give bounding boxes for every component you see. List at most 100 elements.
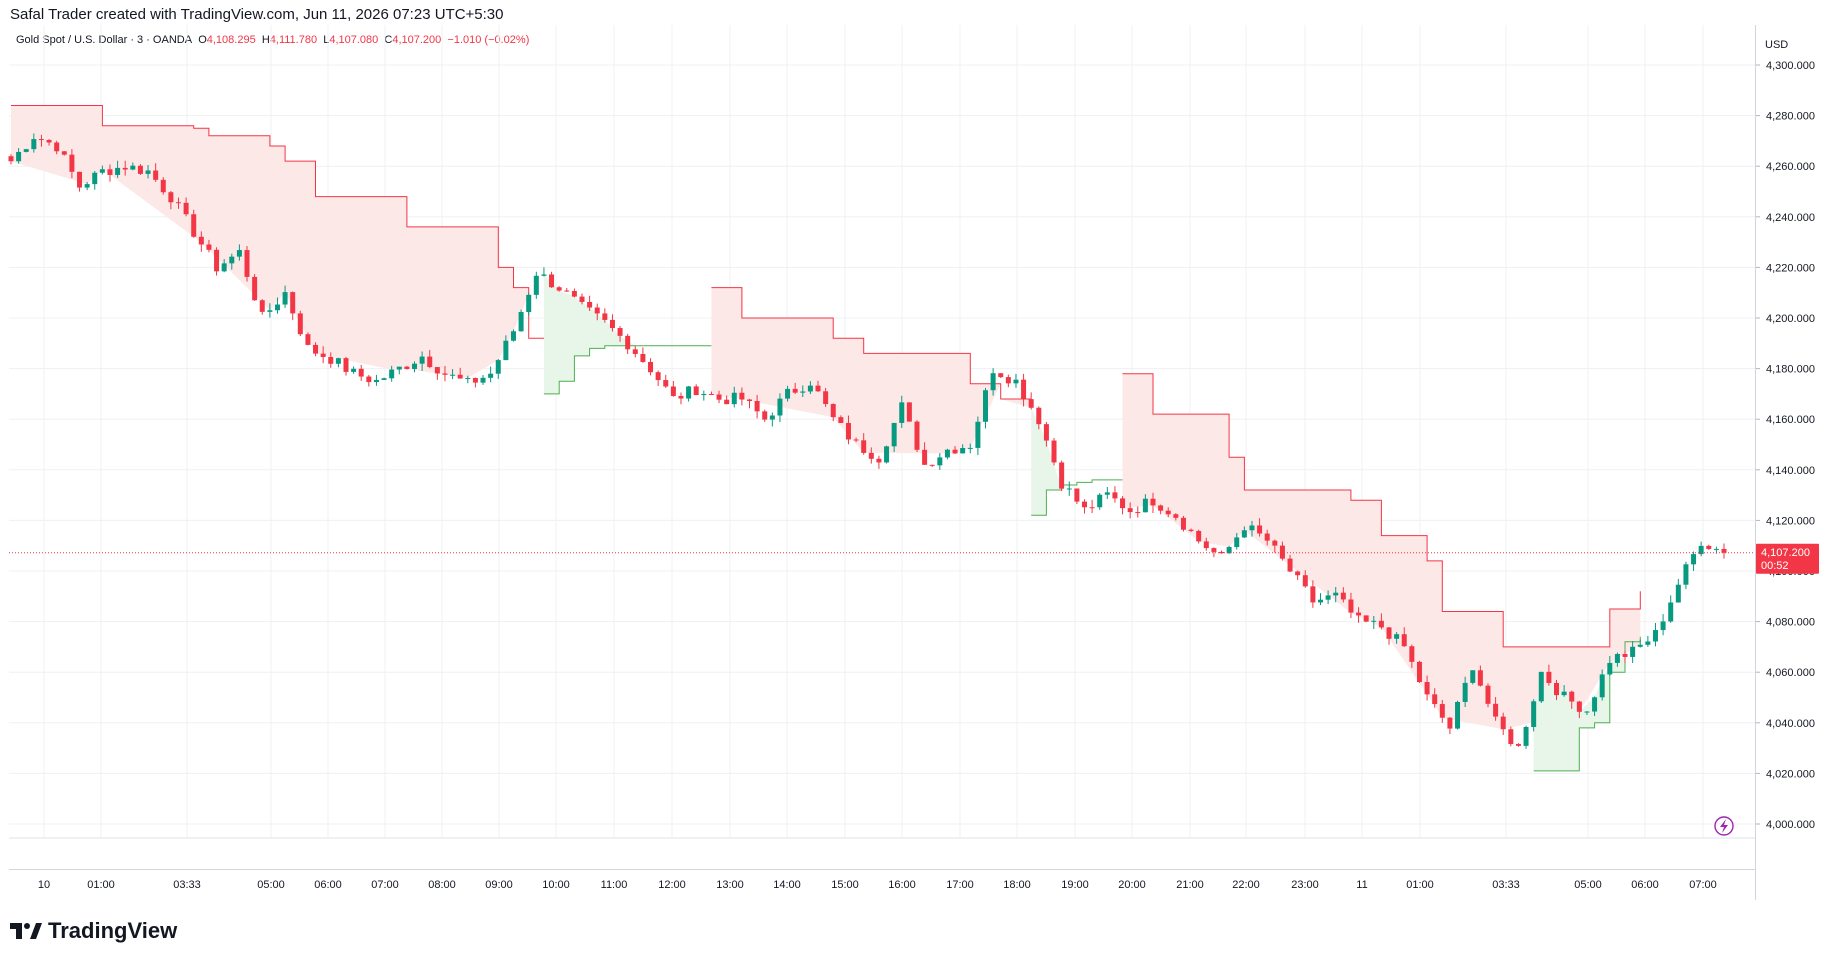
- candle-body: [861, 440, 867, 453]
- candle-body: [906, 402, 912, 422]
- last-price-tag: 4,107.200 00:52: [1756, 543, 1819, 574]
- candle-body: [731, 392, 737, 405]
- candle-body: [1668, 602, 1674, 622]
- candle-body: [739, 392, 745, 400]
- chart-credit: Safal Trader created with TradingView.co…: [10, 6, 504, 23]
- resistance-fill: [711, 287, 1032, 454]
- candle-body: [975, 421, 981, 448]
- y-tick-label: 4,060.000: [1766, 667, 1815, 679]
- candle-body: [99, 169, 105, 173]
- candle-body: [457, 374, 463, 379]
- candle-body: [175, 202, 181, 204]
- x-tick-label: 19:00: [1061, 879, 1089, 891]
- candle-body: [1120, 498, 1126, 509]
- y-tick-label: 4,300.000: [1766, 60, 1815, 72]
- candle-body: [1196, 530, 1202, 542]
- candle-body: [1721, 548, 1727, 553]
- candle-body: [686, 386, 692, 399]
- candle-body: [785, 388, 791, 399]
- candle-body: [434, 367, 440, 374]
- tradingview-logo[interactable]: TradingView: [10, 918, 177, 944]
- support-line: [1031, 479, 1123, 516]
- candle-body: [1226, 547, 1232, 554]
- candle-body: [328, 357, 334, 364]
- candle-body: [1576, 701, 1582, 712]
- candle-body: [1051, 440, 1057, 463]
- x-tick-label: 17:00: [946, 879, 974, 891]
- candle-body: [236, 250, 242, 257]
- candle-body: [1279, 545, 1285, 559]
- candle-body: [754, 400, 760, 412]
- candle-body: [983, 390, 989, 422]
- y-tick-label: 4,040.000: [1766, 718, 1815, 730]
- candle-body: [38, 139, 44, 141]
- candle-body: [807, 385, 813, 392]
- candle-body: [488, 373, 494, 378]
- candle-body: [1028, 399, 1034, 408]
- candle-body: [1302, 575, 1308, 587]
- resistance-line: [1122, 373, 1641, 648]
- candle-body: [891, 422, 897, 447]
- candle-body: [54, 142, 60, 152]
- candle-body: [952, 449, 958, 454]
- x-tick-label: 05:00: [1574, 879, 1602, 891]
- candle-body: [899, 402, 905, 423]
- candle-body: [107, 169, 113, 175]
- resistance-line: [711, 287, 1032, 400]
- candle-body: [1447, 717, 1453, 729]
- candle-body: [769, 415, 775, 420]
- candle-body: [412, 363, 418, 369]
- candle-body: [1165, 510, 1171, 515]
- candle-body: [1325, 595, 1331, 600]
- candle-body: [762, 411, 768, 420]
- lightning-icon[interactable]: [1714, 816, 1734, 836]
- candle-body: [830, 404, 836, 418]
- candle-body: [1241, 530, 1247, 538]
- candle-body: [404, 366, 410, 369]
- candle-body: [571, 291, 577, 297]
- candle-body: [1652, 630, 1658, 642]
- high-value: 4,111.780: [269, 34, 318, 46]
- currency-label: USD: [1765, 39, 1788, 51]
- candle-body: [944, 449, 950, 458]
- y-tick-label: 4,020.000: [1766, 768, 1815, 780]
- support-fill: [543, 274, 712, 394]
- candle-body: [1706, 545, 1712, 549]
- candle-body: [693, 386, 699, 396]
- candle-body: [1698, 545, 1704, 555]
- candle-body: [579, 296, 585, 302]
- candle-body: [1515, 744, 1521, 746]
- candle-body: [1340, 592, 1346, 600]
- candle-body: [937, 457, 943, 466]
- candle-body: [1089, 507, 1095, 509]
- candle-body: [1059, 462, 1065, 489]
- candle-body: [876, 458, 882, 463]
- candle-body: [396, 366, 402, 370]
- x-tick-label: 03:33: [1492, 879, 1520, 891]
- candle-body: [1135, 512, 1141, 514]
- candle-body: [1348, 599, 1354, 613]
- x-tick-label: 22:00: [1232, 879, 1260, 891]
- x-tick-label: 11: [1356, 879, 1367, 891]
- candle-body: [23, 149, 29, 152]
- x-tick-label: 14:00: [773, 879, 801, 891]
- candle-body: [366, 376, 372, 383]
- candle-body: [670, 386, 676, 396]
- candle-body: [1637, 644, 1643, 647]
- candle-body: [274, 304, 280, 311]
- candle-body: [1234, 537, 1240, 548]
- candle-body: [594, 307, 600, 314]
- close-label: C: [384, 34, 393, 46]
- candle-body: [1249, 525, 1255, 531]
- candle-body: [518, 312, 524, 332]
- candle-body: [1584, 711, 1590, 713]
- x-tick-label: 01:00: [87, 879, 115, 891]
- price-axis-border: [1755, 25, 1756, 900]
- candle-body: [1272, 540, 1278, 546]
- candle-body: [838, 417, 844, 423]
- candle-body: [724, 399, 730, 405]
- support-line: [543, 345, 712, 395]
- y-tick-label: 4,120.000: [1766, 515, 1815, 527]
- candle-body: [450, 374, 456, 376]
